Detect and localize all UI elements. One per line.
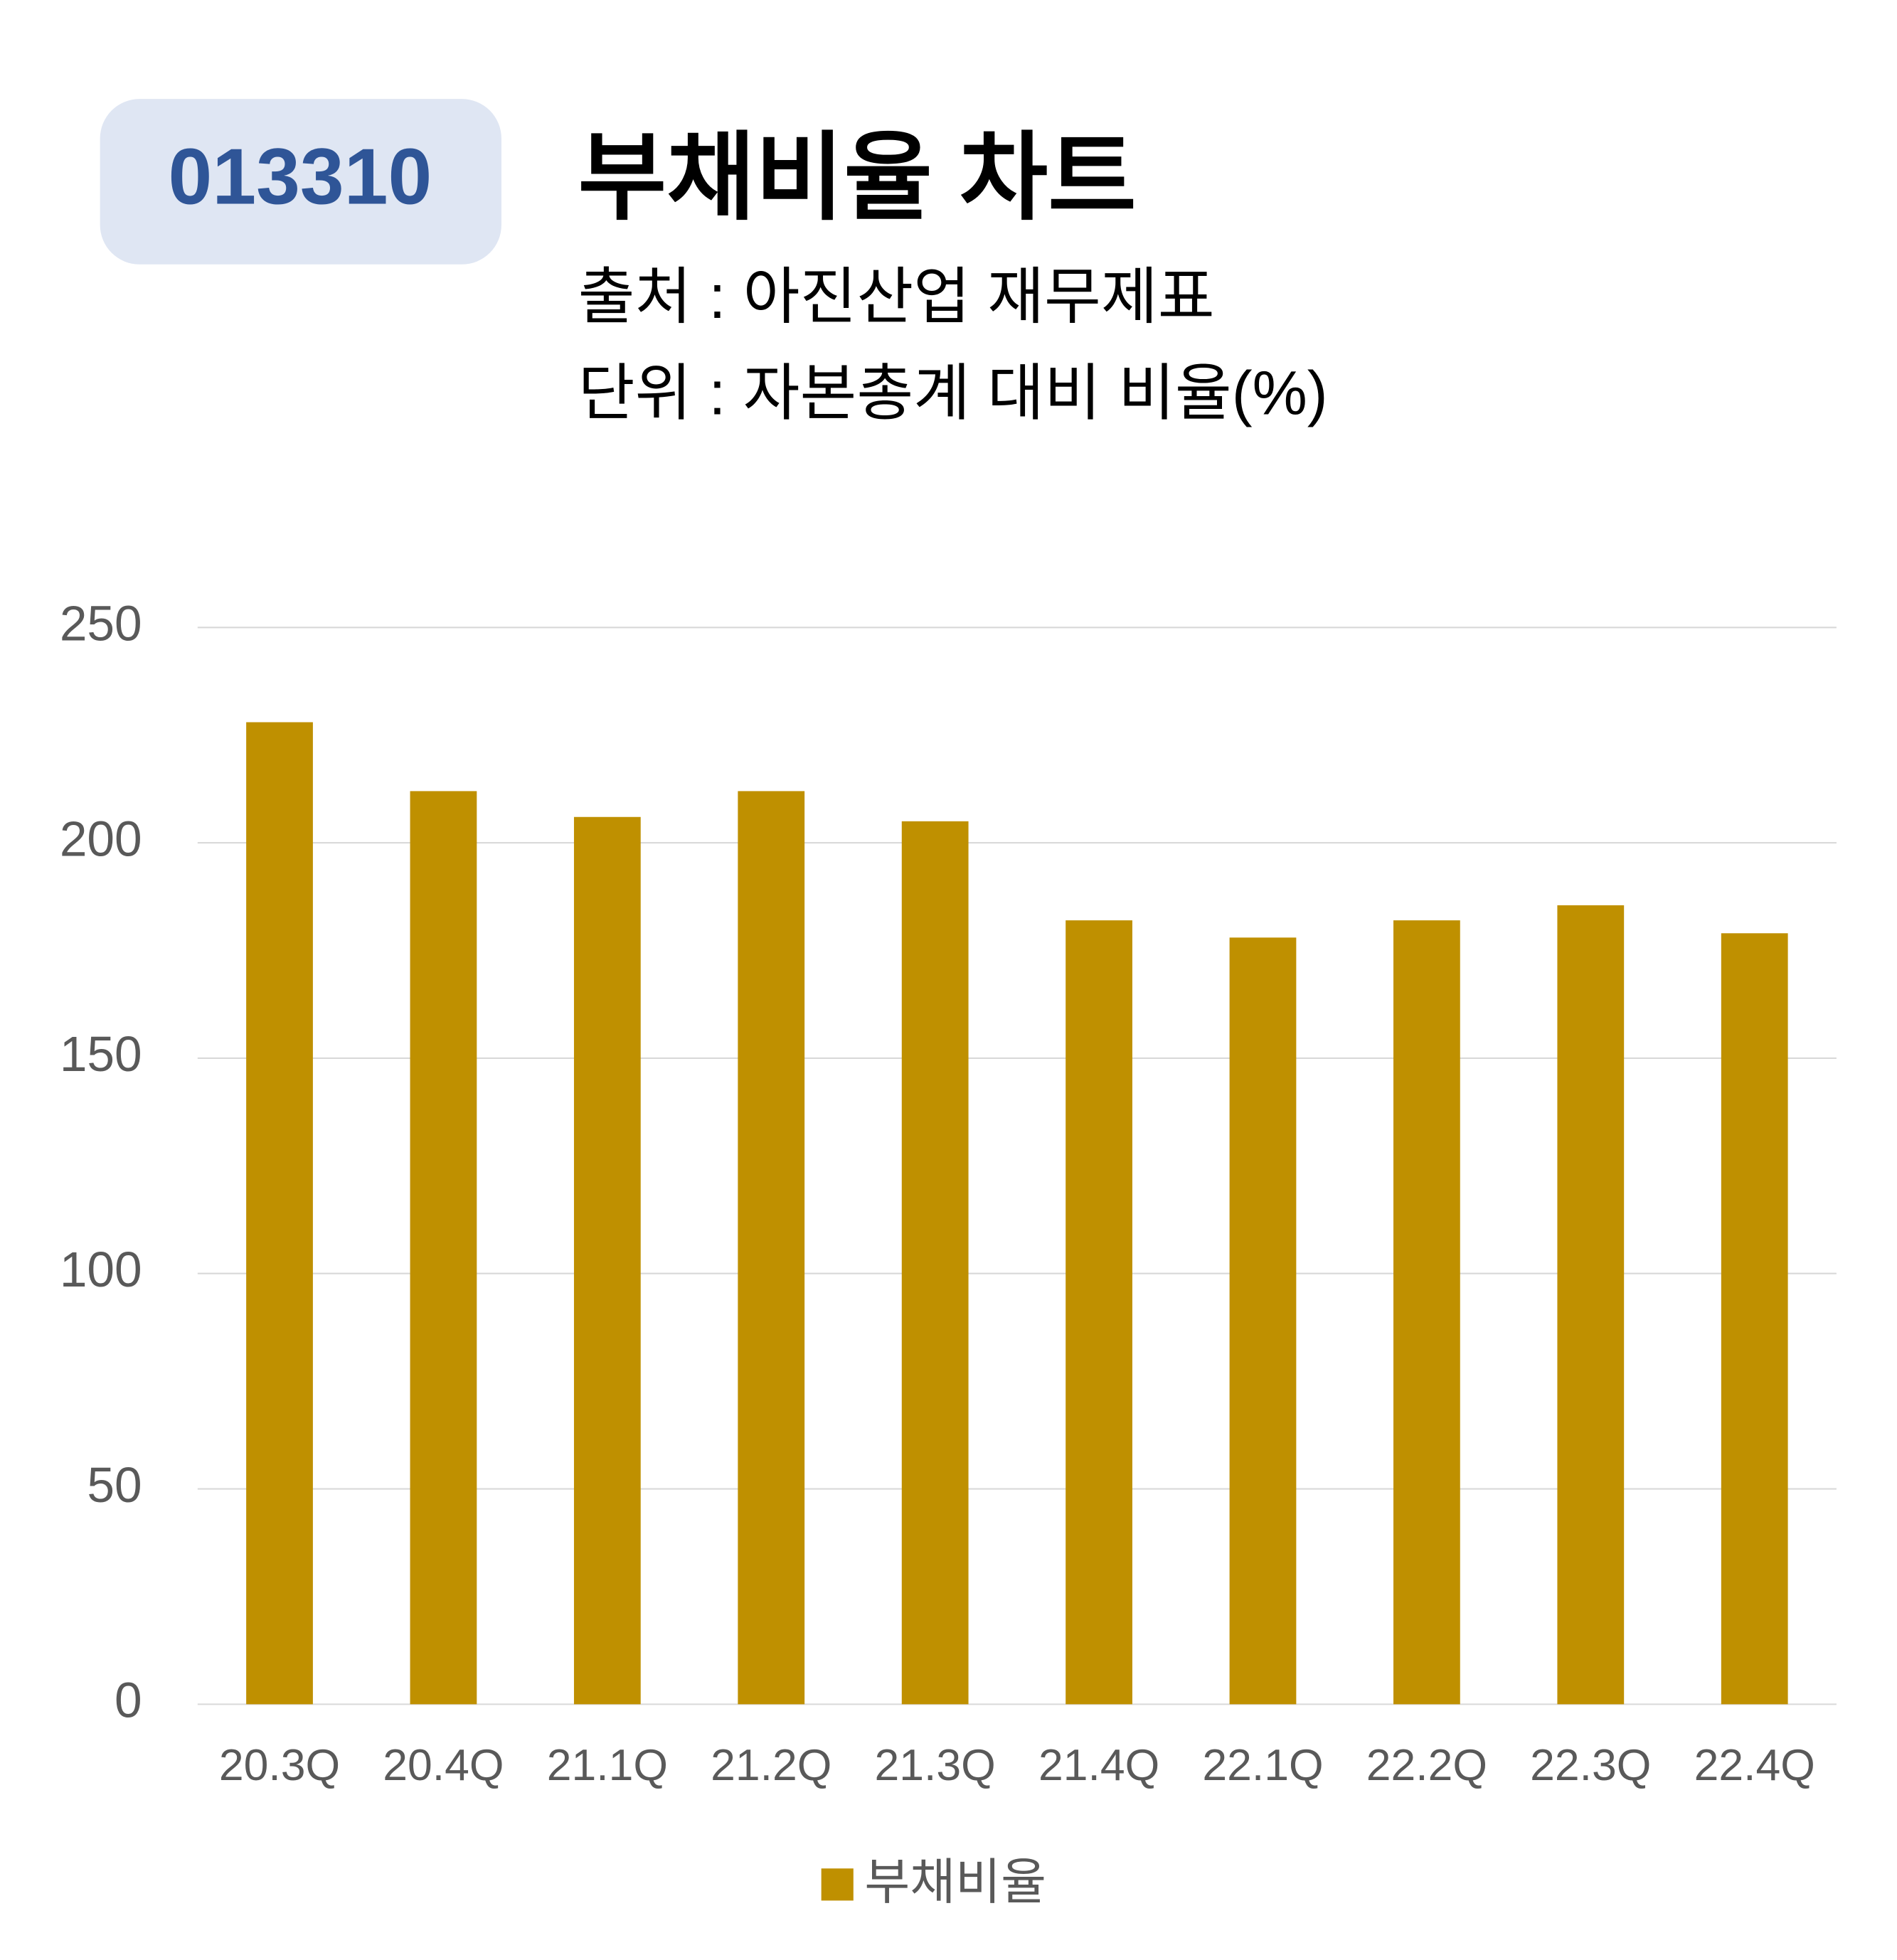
x-tick-label: 21.3Q — [875, 1740, 996, 1790]
bar — [901, 821, 969, 1705]
x-tick-label: 20.4Q — [383, 1740, 504, 1790]
y-tick-label: 250 — [60, 596, 142, 651]
bar — [1066, 920, 1132, 1705]
bar — [1393, 920, 1460, 1705]
x-tick-label: 20.3Q — [219, 1740, 340, 1790]
bar — [1229, 937, 1297, 1705]
y-tick-label: 0 — [115, 1673, 142, 1728]
bar — [738, 791, 805, 1705]
x-tick-label: 21.4Q — [1038, 1740, 1159, 1790]
subtitle: 단위 : 자본총계 대비 비율(%) — [578, 358, 1328, 427]
x-tick-label: 22.4Q — [1694, 1740, 1815, 1790]
y-tick-label: 50 — [87, 1457, 142, 1513]
badge-box — [100, 99, 501, 265]
subtitle: 출처 : 아진산업 재무제표 — [578, 262, 1215, 331]
y-tick-label: 200 — [60, 811, 142, 866]
y-tick-label: 150 — [60, 1026, 142, 1082]
chart-title: 부채비율 차트 — [578, 123, 1137, 231]
bar — [573, 816, 641, 1705]
bar — [1557, 905, 1625, 1705]
bar — [246, 722, 313, 1705]
badge: 013310 — [169, 132, 432, 221]
x-tick-label: 22.1Q — [1202, 1740, 1323, 1790]
y-tick-label: 100 — [60, 1242, 142, 1297]
x-tick-label: 21.2Q — [711, 1740, 831, 1790]
x-tick-label: 22.3Q — [1530, 1740, 1651, 1790]
x-tick-label: 21.1Q — [547, 1740, 668, 1790]
bar — [1721, 933, 1788, 1705]
legend-swatch — [821, 1868, 854, 1901]
legend-label: 부채비율 — [864, 1854, 1046, 1910]
x-tick-label: 22.2Q — [1366, 1740, 1487, 1790]
bar — [410, 791, 477, 1705]
